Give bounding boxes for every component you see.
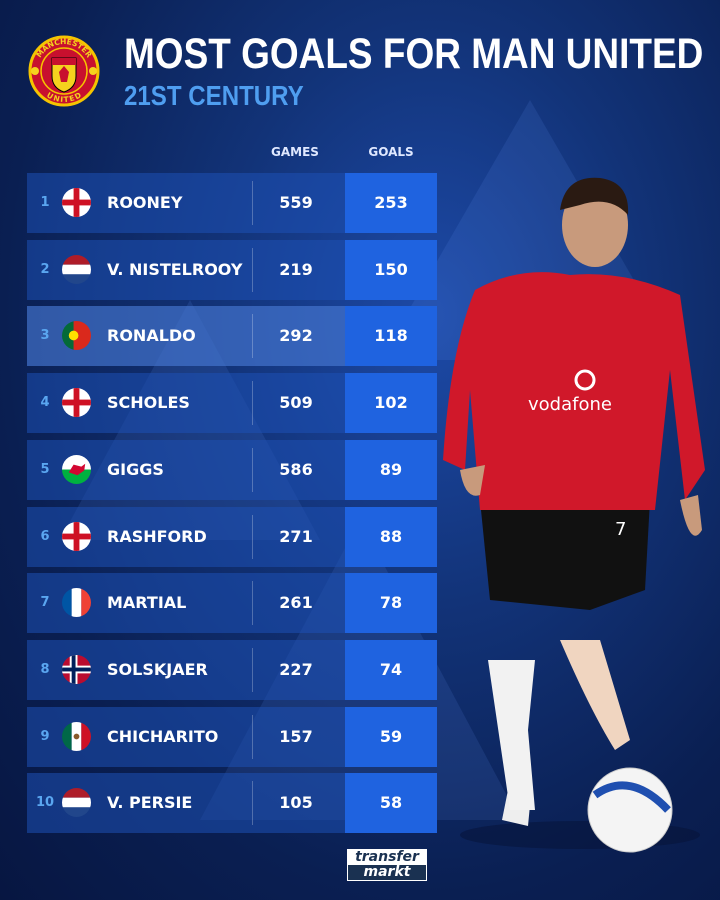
crest-text-bottom: UNITED: [45, 90, 83, 104]
rank: 7: [40, 595, 50, 611]
table-row: 5 GIGGS 586 89: [27, 439, 437, 500]
divider: [252, 781, 253, 826]
player-name: GIGGS: [107, 459, 164, 479]
rank: 4: [40, 395, 50, 411]
divider: [252, 381, 253, 426]
mexico-flag-icon: [62, 721, 91, 751]
games-value: 271: [279, 526, 313, 546]
player-photo: vodafone 7: [443, 177, 705, 853]
table-row: 2 V. NISTELROOY 219 150: [27, 239, 437, 300]
logo-line2: markt: [348, 865, 426, 880]
shirt-sponsor: vodafone: [528, 394, 612, 415]
player-name: CHICHARITO: [107, 726, 219, 746]
shirt-number: 7: [615, 519, 626, 540]
goals-value: 253: [345, 173, 437, 233]
games-value: 105: [279, 793, 313, 813]
column-header-goals: GOALS: [368, 145, 414, 159]
page-subtitle: 21ST CENTURY: [124, 80, 304, 111]
goals-value: 88: [345, 506, 437, 567]
player-name: V. NISTELROOY: [107, 259, 243, 279]
logo-line1: transfer: [348, 850, 426, 865]
rank: 5: [40, 461, 50, 477]
games-value: 292: [279, 326, 313, 346]
games-value: 227: [279, 659, 313, 679]
divider: [252, 514, 253, 559]
england-flag-icon: [62, 188, 91, 217]
games-value: 559: [279, 193, 313, 212]
goals-value: 58: [345, 773, 437, 834]
page-title: MOST GOALS FOR MAN UNITED: [124, 30, 704, 78]
goals-value: 102: [345, 373, 437, 434]
rank: 8: [40, 661, 50, 677]
table-row: 9 CHICHARITO 157 59: [27, 706, 437, 767]
netherlands-flag-icon: [62, 254, 91, 284]
table-row: 4 SCHOLES 509 102: [27, 373, 437, 434]
table-row: 7 MARTIAL 261 78: [27, 573, 437, 634]
divider: [252, 647, 253, 692]
goals-value: 59: [345, 706, 437, 767]
divider: [252, 314, 253, 359]
player-name: SOLSKJAER: [107, 659, 208, 679]
player-name: SCHOLES: [107, 393, 190, 413]
netherlands-flag-icon: [62, 788, 91, 818]
wales-flag-icon: [62, 454, 91, 484]
france-flag-icon: [62, 588, 91, 618]
goals-value: 150: [345, 239, 437, 300]
table-row: 8 SOLSKJAER 227 74: [27, 639, 437, 700]
rank: 6: [40, 528, 50, 544]
column-header-games: GAMES: [271, 145, 319, 159]
divider: [252, 447, 253, 492]
games-value: 509: [279, 393, 313, 413]
player-name: RASHFORD: [107, 526, 207, 546]
england-flag-icon: [62, 521, 91, 551]
games-value: 586: [279, 459, 313, 479]
games-value: 157: [279, 726, 313, 746]
man-united-crest-logo: MANCHESTER UNITED: [28, 35, 100, 107]
goals-value: 89: [345, 439, 437, 500]
rank: 10: [35, 795, 55, 811]
goals-value: 118: [345, 306, 437, 367]
divider: [252, 581, 253, 626]
player-name: RONALDO: [107, 326, 196, 346]
table-row: 6 RASHFORD 271 88: [27, 506, 437, 567]
rank: 2: [40, 261, 50, 277]
games-value: 219: [279, 259, 313, 279]
portugal-flag-icon: [62, 321, 91, 351]
england-flag-icon: [62, 388, 91, 418]
rank: 3: [40, 328, 50, 344]
table-row: 1 ROONEY 559 253: [27, 173, 437, 233]
transfermarkt-logo: transfer markt: [347, 849, 427, 881]
goals-value: 78: [345, 573, 437, 634]
games-value: 261: [279, 593, 313, 613]
divider: [252, 181, 253, 225]
player-name: V. PERSIE: [107, 793, 193, 813]
rank: 9: [40, 728, 50, 744]
table-row: 10 V. PERSIE 105 58: [27, 773, 437, 834]
rank: 1: [40, 195, 50, 210]
player-name: ROONEY: [107, 193, 183, 212]
divider: [252, 247, 253, 292]
table-row: 3 RONALDO 292 118: [27, 306, 437, 367]
divider: [252, 714, 253, 759]
player-name: MARTIAL: [107, 593, 187, 613]
norway-flag-icon: [62, 654, 91, 684]
goals-value: 74: [345, 639, 437, 700]
